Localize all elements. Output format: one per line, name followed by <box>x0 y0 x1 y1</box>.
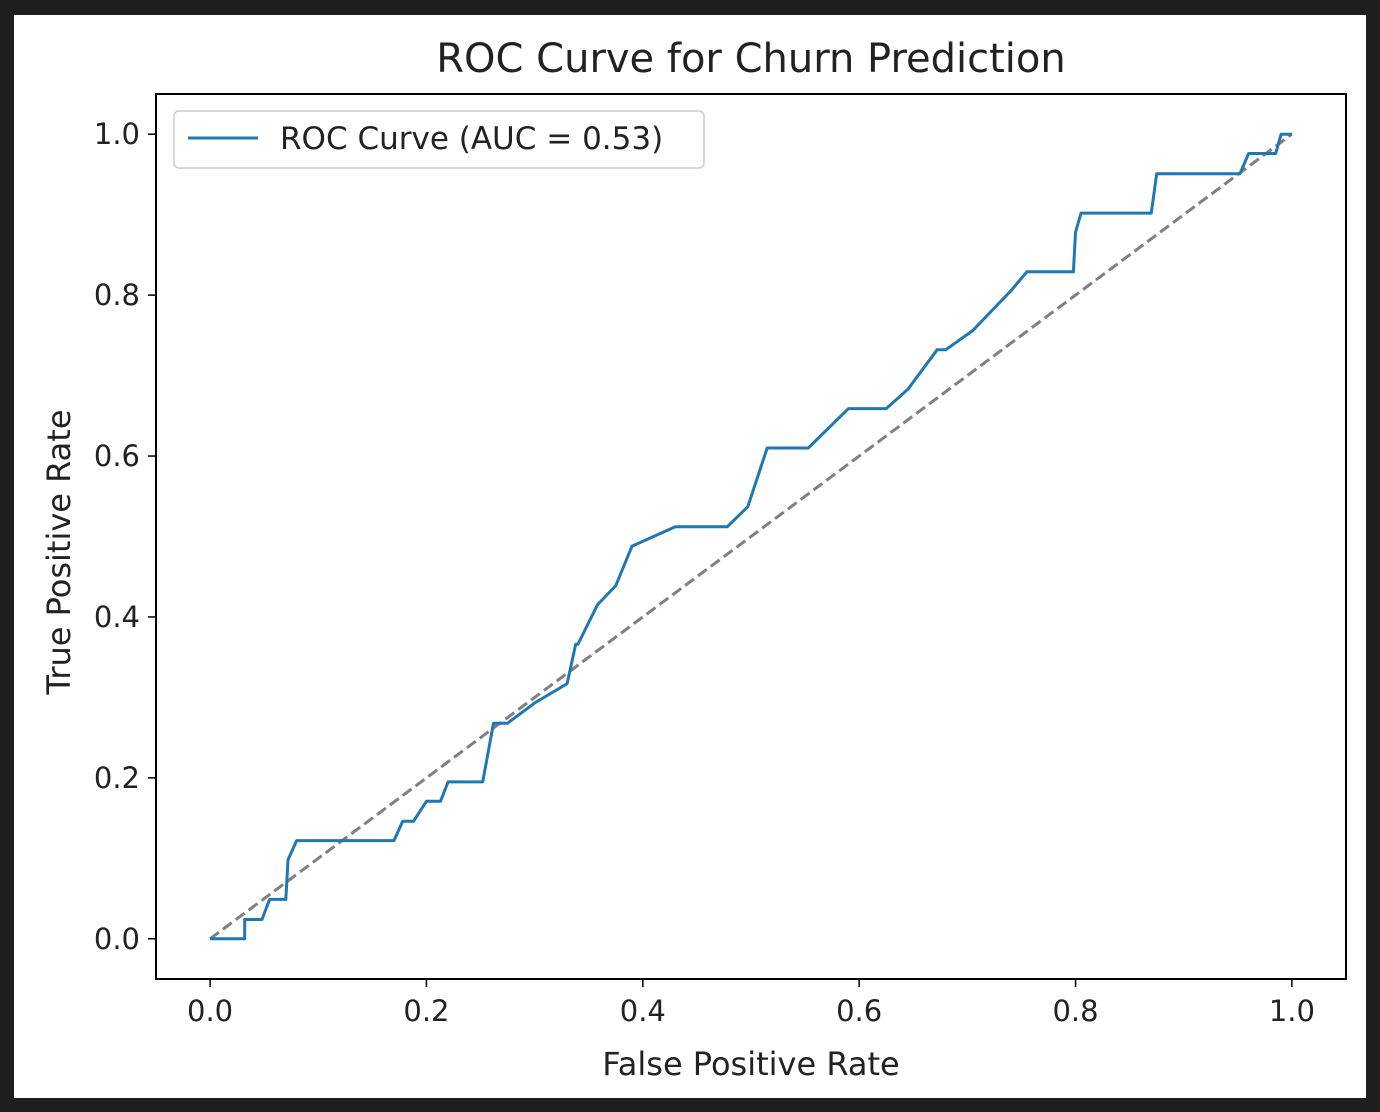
y-tick-label: 0.2 <box>94 761 140 795</box>
y-tick-label: 0.4 <box>94 600 140 634</box>
roc-curve-line <box>210 132 1292 941</box>
chart-title: ROC Curve for Churn Prediction <box>436 36 1066 82</box>
y-tick-label: 1.0 <box>94 117 140 151</box>
y-tick-label: 0.6 <box>94 439 140 473</box>
x-axis: 0.0 0.2 0.4 0.6 0.8 1.0 <box>187 979 1315 1028</box>
x-tick-label: 0.8 <box>1052 994 1098 1028</box>
x-axis-label: False Positive Rate <box>602 1045 899 1083</box>
x-tick-label: 0.4 <box>620 994 666 1028</box>
x-tick-label: 0.6 <box>836 994 882 1028</box>
baseline-diagonal-line <box>209 132 1293 941</box>
plot-area <box>155 93 1347 980</box>
legend-label: ROC Curve (AUC = 0.53) <box>280 121 663 157</box>
x-tick-label: 0.0 <box>187 994 233 1028</box>
legend-box <box>173 110 705 169</box>
axes-frame <box>155 93 1347 980</box>
y-tick-label: 0.0 <box>94 922 140 956</box>
chart-frame: ROC Curve for Churn Prediction 0.0 0.2 0.4… <box>14 15 1366 1098</box>
x-tick-label: 0.2 <box>403 994 449 1028</box>
y-axis-label: True Positive Rate <box>40 409 78 695</box>
x-tick-label: 1.0 <box>1269 994 1315 1028</box>
legend: ROC Curve (AUC = 0.53) <box>173 110 705 169</box>
y-tick-label: 0.8 <box>94 278 140 312</box>
y-axis: 0.0 0.2 0.4 0.6 0.8 1.0 <box>94 117 156 956</box>
roc-chart: ROC Curve for Churn Prediction 0.0 0.2 0.4… <box>40 36 1347 1083</box>
